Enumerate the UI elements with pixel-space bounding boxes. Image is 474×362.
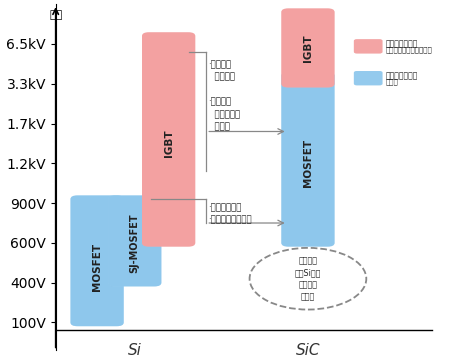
Text: MOSFET: MOSFET	[303, 139, 313, 188]
FancyBboxPatch shape	[354, 39, 383, 54]
Text: SJ-MOSFET: SJ-MOSFET	[130, 213, 140, 273]
Text: IGBT: IGBT	[164, 130, 173, 157]
FancyBboxPatch shape	[71, 195, 124, 326]
Text: 可制作，
但与Si相比
优势较小
的范围: 可制作， 但与Si相比 优势较小 的范围	[295, 256, 321, 302]
Text: ：导通电阻低，但速度慢: ：导通电阻低，但速度慢	[385, 47, 432, 53]
Text: ·贴片面积缩减
·恢复损耗大幅降低: ·贴片面积缩减 ·恢复损耗大幅降低	[209, 203, 252, 224]
FancyBboxPatch shape	[281, 8, 335, 88]
FancyBboxPatch shape	[142, 32, 195, 247]
Text: IGBT: IGBT	[303, 34, 313, 62]
Text: ·关断损耗
  显著降低

·频率更高
  有助于设备
  小型化: ·关断损耗 显著降低 ·频率更高 有助于设备 小型化	[209, 60, 240, 131]
Text: SiC: SiC	[296, 343, 320, 358]
FancyBboxPatch shape	[108, 195, 161, 286]
Text: MOSFET: MOSFET	[92, 243, 102, 291]
FancyBboxPatch shape	[281, 72, 335, 247]
Text: 少数载流子器件: 少数载流子器件	[385, 39, 418, 49]
FancyBboxPatch shape	[108, 195, 161, 286]
Text: 耐圧: 耐圧	[50, 10, 63, 20]
FancyBboxPatch shape	[354, 71, 383, 85]
FancyBboxPatch shape	[281, 72, 335, 247]
FancyBboxPatch shape	[354, 71, 383, 85]
FancyBboxPatch shape	[142, 32, 195, 247]
FancyBboxPatch shape	[71, 195, 124, 326]
Text: Si: Si	[128, 343, 142, 358]
Text: 多数载流子器件: 多数载流子器件	[385, 71, 418, 80]
FancyBboxPatch shape	[281, 8, 335, 88]
FancyBboxPatch shape	[354, 39, 383, 54]
Text: ：高速: ：高速	[385, 79, 398, 85]
